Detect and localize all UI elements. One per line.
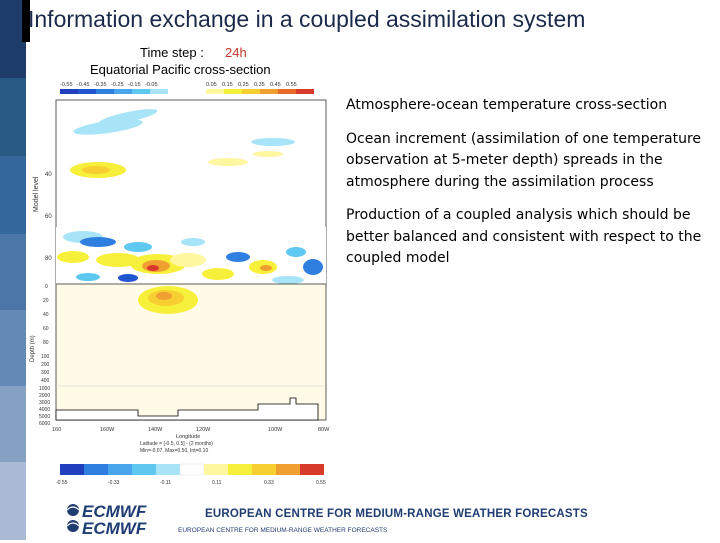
ocean-ytick: 40 xyxy=(43,312,49,318)
x-tick: 160W xyxy=(100,427,115,433)
colorbar-bottom-tick: 0.55 xyxy=(316,480,326,486)
colorbar-top-tick: 0.35 xyxy=(254,82,265,88)
ocean-ytick: 1000 xyxy=(39,386,50,392)
colorbar-top-tick: -0.25 xyxy=(111,82,124,88)
logo-text: ECMWF xyxy=(82,519,147,538)
x-tick: 100W xyxy=(268,427,283,433)
colorbar-top-tick: -0.45 xyxy=(77,82,90,88)
sidebar-block xyxy=(0,156,26,234)
colorbar-bottom-tick: -0.55 xyxy=(56,480,68,486)
bullet-item: Ocean increment (assimilation of one tem… xyxy=(346,130,702,190)
cross-section-figure: Time step : 24h Equatorial Pacific cross… xyxy=(28,42,340,488)
ocean-ytick: 3000 xyxy=(39,400,50,406)
atm-ytick: 60 xyxy=(45,214,52,220)
colorbar-top-tick: 0.25 xyxy=(238,82,249,88)
colorbar-top xyxy=(60,89,314,94)
slide-title: Information exchange in a coupled assimi… xyxy=(28,6,586,32)
sidebar-decoration xyxy=(0,0,26,540)
ocean-ytick: 0 xyxy=(45,284,48,290)
ocean-panel: Depth (m) 0 20 40 60 80 100 200 300 400 … xyxy=(30,283,327,427)
colorbar-top-tick: -0.35 xyxy=(94,82,107,88)
x-info: Min=-0.07, Max=0.50, Int=0.10 xyxy=(140,448,208,454)
x-label: Longitude xyxy=(176,434,200,440)
time-step-label: Time step : xyxy=(140,45,204,60)
org-name-small: EUROPEAN CENTRE FOR MEDIUM-RANGE WEATHER… xyxy=(178,527,388,534)
ocean-ytick: 5000 xyxy=(39,414,50,420)
atm-ytick: 80 xyxy=(45,256,52,262)
ocean-ytick: 4000 xyxy=(39,407,50,413)
logo-text: ECMWF xyxy=(82,502,147,521)
bullet-list: Atmosphere-ocean temperature cross-secti… xyxy=(346,95,716,282)
atmosphere-panel: Model level 40 60 80 xyxy=(33,99,327,285)
colorbar-top-tick: -0.05 xyxy=(145,82,158,88)
sidebar-block xyxy=(0,78,26,156)
ocean-ytick: 100 xyxy=(41,354,50,360)
sidebar-block xyxy=(0,462,26,540)
sidebar-block xyxy=(0,386,26,462)
colorbar-top-tick: -0.55 xyxy=(60,82,73,88)
cross-section-title: Equatorial Pacific cross-section xyxy=(90,62,271,77)
ecmwf-logo-icon: ECMWF ECMWF xyxy=(66,502,147,538)
sidebar-block xyxy=(0,310,26,386)
ecmwf-logo: ECMWF ECMWF xyxy=(64,498,204,543)
x-tick: 120W xyxy=(196,427,211,433)
ocean-ytick: 20 xyxy=(43,298,49,304)
atm-ytick: 40 xyxy=(45,172,52,178)
colorbar-top-tick: 0.55 xyxy=(286,82,297,88)
colorbar-bottom-tick: 0.11 xyxy=(212,480,222,486)
ocean-ytick: 300 xyxy=(41,370,50,376)
bullet-item: Production of a coupled analysis which s… xyxy=(346,207,702,266)
colorbar-top-tick: 0.15 xyxy=(222,82,233,88)
org-name: EUROPEAN CENTRE FOR MEDIUM-RANGE WEATHER… xyxy=(205,508,588,520)
x-info: Latitude = [-0.5, 0.5] - (2 months) xyxy=(140,441,213,447)
ocean-ytick: 6000 xyxy=(39,421,50,427)
ocean-ytick: 60 xyxy=(43,326,49,332)
colorbar-top-tick: 0.05 xyxy=(206,82,217,88)
ocean-ytick: 400 xyxy=(41,378,50,384)
colorbar-top-tick: 0.45 xyxy=(270,82,281,88)
ocean-ytick: 80 xyxy=(43,340,49,346)
colorbar-top-tick: -0.15 xyxy=(128,82,141,88)
x-tick: 140W xyxy=(148,427,163,433)
colorbar-bottom xyxy=(60,463,324,476)
sidebar-block xyxy=(0,0,26,78)
colorbar-bottom-tick: -0.33 xyxy=(108,480,120,486)
ocean-ytick: 200 xyxy=(41,362,50,368)
ocean-ytick: 2000 xyxy=(39,393,50,399)
ocean-ylabel: Depth (m) xyxy=(30,335,36,362)
colorbar-bottom-tick: 0.33 xyxy=(264,480,274,486)
title-marker xyxy=(22,0,30,42)
atm-ylabel: Model level xyxy=(33,176,40,212)
x-tick: 80W xyxy=(318,427,330,433)
colorbar-bottom-tick: -0.11 xyxy=(160,480,171,486)
bullet-item: Atmosphere-ocean temperature cross-secti… xyxy=(346,97,668,113)
cross-section-plot: Time step : 24h Equatorial Pacific cross… xyxy=(30,45,330,486)
time-step-value: 24h xyxy=(225,45,247,60)
x-tick: 160 xyxy=(52,427,61,433)
sidebar-block xyxy=(0,234,26,310)
